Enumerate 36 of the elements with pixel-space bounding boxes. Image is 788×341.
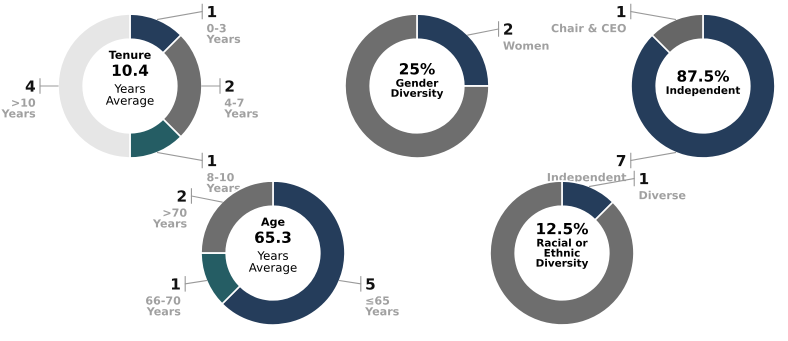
data-label: 1	[172, 278, 180, 290]
data-label: 7	[616, 155, 626, 166]
data-label: 1	[618, 6, 626, 18]
text: Gender Diversity	[392, 78, 444, 100]
data-label: 2	[178, 190, 186, 202]
slice-label: Women	[503, 42, 549, 50]
text: 25%	[400, 63, 435, 75]
slice-label: 66-70 Years	[146, 296, 180, 316]
slice-label: >10 Years	[1, 98, 36, 118]
data-label: 4	[26, 80, 35, 92]
slice-label: 4-7 Years	[224, 98, 258, 118]
text: Racial or Ethnic Diversity	[536, 238, 588, 269]
text: Independent	[666, 86, 740, 96]
data-label: 5	[366, 278, 375, 290]
slice-label: ≤65 Years	[365, 296, 399, 316]
text: 12.5%	[537, 222, 588, 234]
slice-label: 0-3 Years	[206, 24, 240, 44]
data-label: 2	[226, 80, 234, 92]
text: Age	[261, 218, 285, 228]
text: Tenure	[108, 50, 151, 59]
data-label: 1	[208, 155, 216, 166]
text: 87.5%	[677, 70, 730, 82]
slice-label: Independent	[548, 172, 626, 184]
donut-slice	[344, 13, 490, 159]
donut-slice	[630, 13, 776, 159]
data-label: 1	[640, 173, 648, 184]
data-label: 2	[504, 23, 512, 35]
text: Years Average	[106, 84, 154, 108]
slice-label: Diverse	[640, 190, 686, 200]
data-label: 1	[208, 6, 216, 18]
slice-label: >70 Years	[152, 208, 187, 228]
text: 65.3	[255, 231, 291, 244]
text: Years Average	[248, 251, 297, 274]
slice-label: Chair & CEO	[552, 24, 626, 32]
text: 10.4	[112, 64, 148, 76]
donut-slice	[489, 180, 635, 326]
